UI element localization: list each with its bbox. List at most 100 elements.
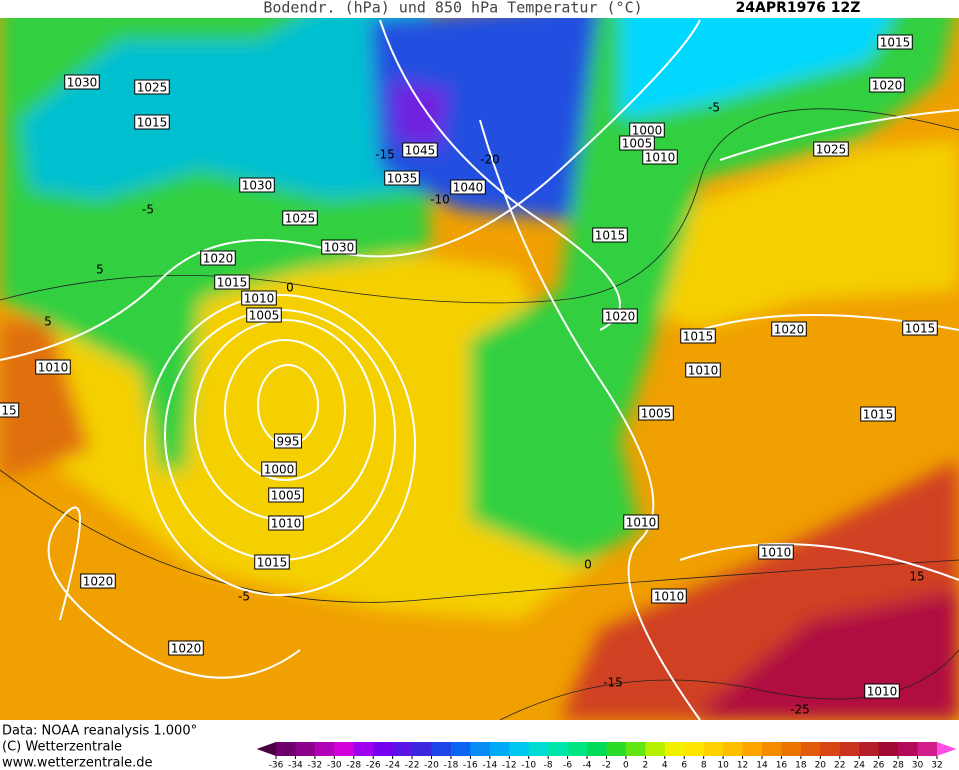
- colorbar-tick-label: -16: [463, 761, 478, 770]
- isobar-label: 1020: [771, 321, 807, 337]
- isobar-label-box: [902, 320, 938, 336]
- colorbar-tick-label: 26: [873, 761, 885, 770]
- colorbar-swatch: [314, 742, 335, 756]
- temperature-label: 15: [909, 570, 924, 584]
- colorbar-swatch: [878, 742, 899, 756]
- isobar-label: 1015: [877, 34, 913, 50]
- colorbar-tick-label: -10: [521, 761, 536, 770]
- colorbar-swatch: [353, 742, 374, 756]
- isobar-label-box: [771, 321, 807, 337]
- isobar-label: 1010: [758, 544, 794, 560]
- isobar-label-text: 1025: [137, 81, 168, 95]
- isobar-label-text: 1010: [761, 546, 792, 560]
- colorbar-swatch: [450, 742, 471, 756]
- isobar-label: 1005: [619, 135, 655, 151]
- isobar-label-box: [860, 406, 896, 422]
- isobar-label-text: 1015: [880, 36, 911, 50]
- isobar-label-text: 1010: [38, 361, 69, 375]
- isobar-label-text: 15: [1, 404, 16, 418]
- colorbar-tick-label: -36: [269, 761, 284, 770]
- colorbar-swatch: [723, 742, 744, 756]
- isobar-label-text: 1025: [816, 143, 847, 157]
- isobar-label: 1005: [246, 307, 282, 323]
- isobar-label: 1030: [321, 239, 357, 255]
- isobar-label-text: 1025: [285, 212, 316, 226]
- isobar-label-box: [35, 359, 71, 375]
- colorbar-tick-label: 10: [717, 761, 729, 770]
- colorbar-swatch: [567, 742, 588, 756]
- temperature-label: -25: [790, 703, 810, 717]
- isobar-label-box: [813, 141, 849, 157]
- colorbar-tick-label: -12: [502, 761, 517, 770]
- isobar-label: 1015: [860, 406, 896, 422]
- isobar-label-text: 1010: [654, 590, 685, 604]
- colorbar-tick-label: -30: [327, 761, 342, 770]
- isobar-label-box: [241, 290, 277, 306]
- temperature-label: 0: [584, 558, 592, 572]
- footer-url: www.wetterzentrale.de: [2, 756, 152, 770]
- colorbar-swatch: [645, 742, 666, 756]
- isobar-label-box: [268, 487, 304, 503]
- isobar-label-text: 1010: [244, 292, 275, 306]
- colorbar-tick-label: 12: [737, 761, 748, 770]
- isobar-label-text: 1000: [632, 124, 663, 138]
- colorbar-tick-label: -14: [482, 761, 497, 770]
- isobar-label-box: [200, 250, 236, 266]
- colorbar-swatch: [664, 742, 685, 756]
- isobar-label: 1020: [602, 308, 638, 324]
- isobar-label-text: 1015: [595, 229, 626, 243]
- colorbar-tick-label: -6: [563, 761, 572, 770]
- colorbar-tick-label: -20: [424, 761, 439, 770]
- isobar-label-box: [869, 77, 905, 93]
- isobar-label: 1025: [282, 210, 318, 226]
- isobar-label-box: [239, 177, 275, 193]
- isobar-label-text: 1035: [387, 172, 418, 186]
- isobar-label: 1020: [200, 250, 236, 266]
- isobar-label-text: 1020: [203, 252, 234, 266]
- isobar-label-box: [80, 573, 116, 589]
- isobar-label-box: [261, 461, 297, 477]
- temperature-label: -15: [603, 676, 623, 690]
- isobar-label-box: [168, 640, 204, 656]
- isobar-label: 1020: [869, 77, 905, 93]
- colorbar-swatch: [587, 742, 607, 756]
- isobar-label-box: [864, 683, 900, 699]
- temperature-label: -5: [708, 101, 720, 115]
- colorbar-swatch: [528, 742, 549, 756]
- isobar-label: 1020: [80, 573, 116, 589]
- isobar-label: 1010: [685, 362, 721, 378]
- isobar-label-box: [134, 114, 170, 130]
- isobar-label: 1015: [680, 328, 716, 344]
- colorbar-tick-label: -22: [405, 761, 420, 770]
- isobar-label-text: 1040: [453, 181, 484, 195]
- isobar-label: 1010: [268, 515, 304, 531]
- isobar-label-box: [638, 405, 674, 421]
- isobar-label-box: [642, 149, 678, 165]
- isobar-label-text: 1030: [67, 76, 98, 90]
- isobar-label-box: [619, 135, 655, 151]
- colorbar-tick-label: -26: [366, 761, 381, 770]
- isobar-label-text: 1015: [257, 556, 288, 570]
- colorbar-tick-label: -32: [308, 761, 323, 770]
- colorbar-swatch: [703, 742, 724, 756]
- isobar-label-text: 1045: [405, 144, 436, 158]
- colorbar-swatch: [276, 742, 296, 756]
- colorbar-swatch: [625, 742, 646, 756]
- temperature-label: -20: [480, 153, 500, 167]
- colorbar-swatch: [781, 742, 802, 756]
- isobar-label: 1015: [134, 114, 170, 130]
- colorbar-swatch: [489, 742, 510, 756]
- colorbar-arrow-right: [936, 742, 957, 756]
- isobar-label-box: [651, 588, 687, 604]
- colorbar-tick-label: -28: [346, 761, 361, 770]
- isobar-label-text: 1005: [641, 407, 672, 421]
- isobar-label-box: [254, 554, 290, 570]
- labels: 1030 102510151030102510301020101510101005…: [0, 34, 957, 770]
- colorbar-swatch: [859, 742, 880, 756]
- isobar-label: 1000: [261, 461, 297, 477]
- isobar-label-text: 1015: [217, 276, 248, 290]
- isobar-label: 1030: [239, 177, 275, 193]
- colorbar-tick-label: 0: [623, 761, 629, 770]
- isobar-label: 1005: [638, 405, 674, 421]
